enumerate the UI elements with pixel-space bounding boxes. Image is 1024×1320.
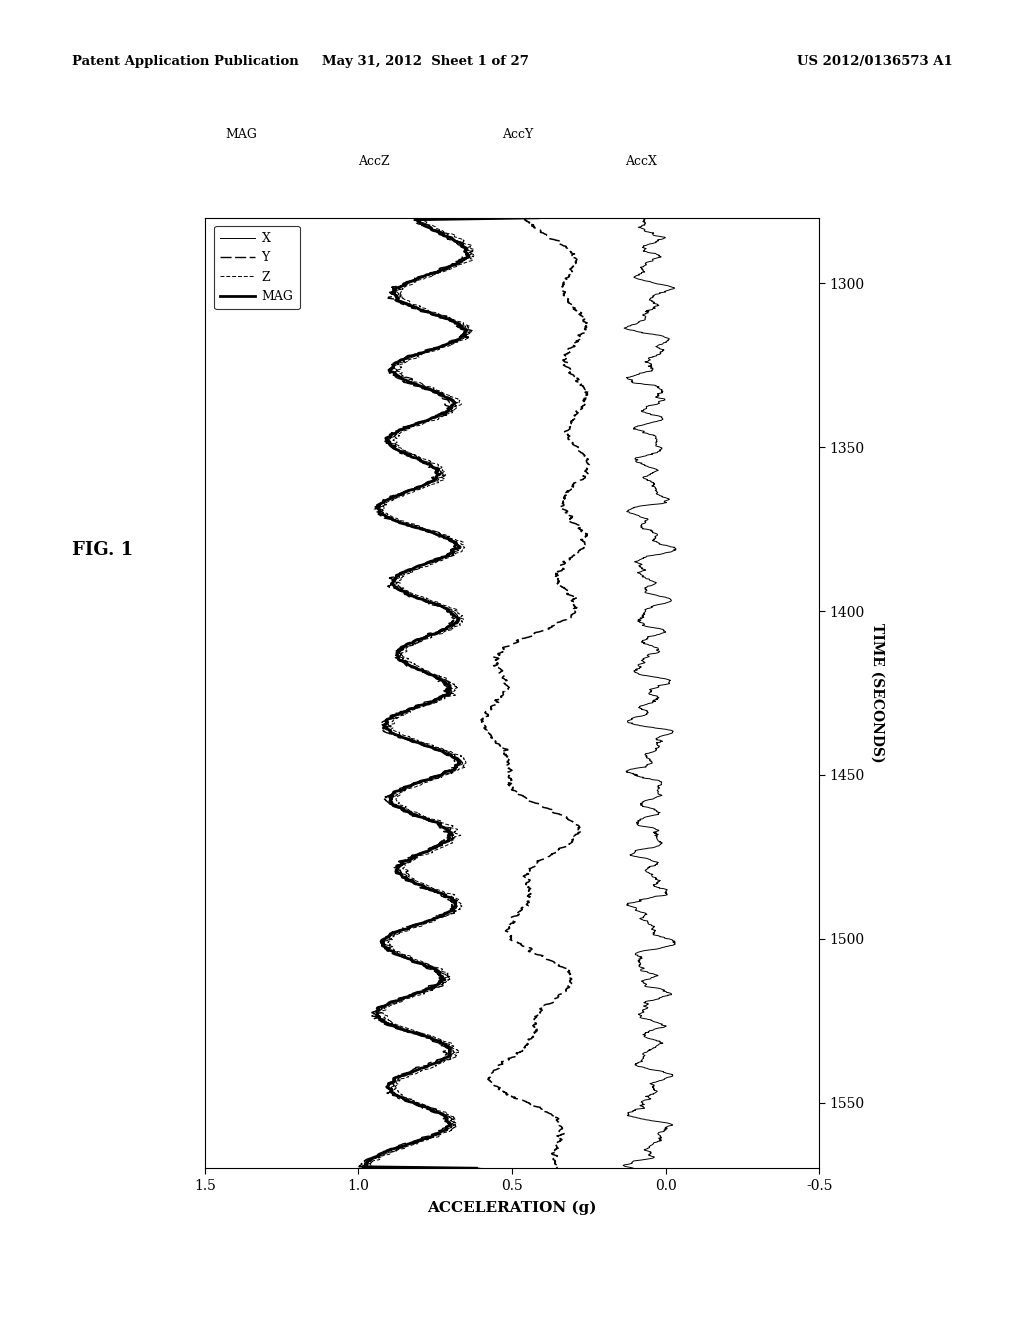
Legend: X, Y, Z, MAG: X, Y, Z, MAG <box>214 226 300 309</box>
Text: AccZ: AccZ <box>358 154 389 168</box>
Text: US 2012/0136573 A1: US 2012/0136573 A1 <box>797 55 952 69</box>
Text: AccY: AccY <box>503 128 534 141</box>
Text: FIG. 1: FIG. 1 <box>72 541 133 560</box>
Text: AccX: AccX <box>625 154 657 168</box>
Text: Patent Application Publication: Patent Application Publication <box>72 55 298 69</box>
Text: May 31, 2012  Sheet 1 of 27: May 31, 2012 Sheet 1 of 27 <box>322 55 528 69</box>
X-axis label: ACCELERATION (g): ACCELERATION (g) <box>427 1201 597 1216</box>
Text: MAG: MAG <box>225 128 258 141</box>
Y-axis label: TIME (SECONDS): TIME (SECONDS) <box>870 623 885 763</box>
